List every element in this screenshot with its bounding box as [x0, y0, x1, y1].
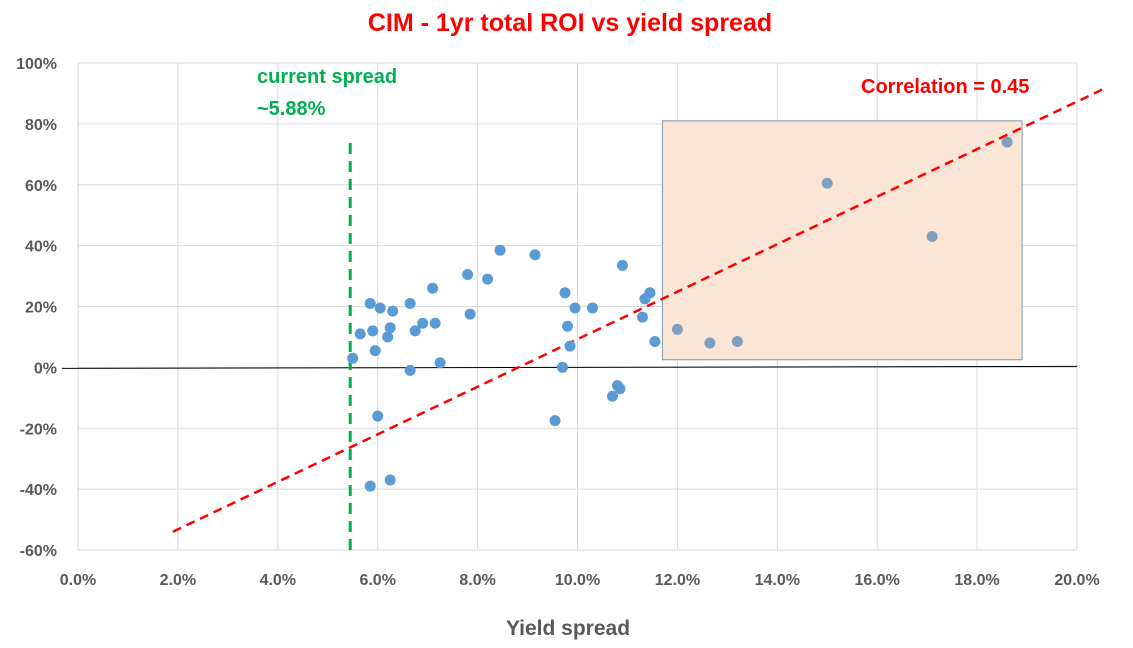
x-tick-label: 12.0% [655, 572, 700, 589]
highlighted-data-point [731, 336, 743, 348]
highlight-box-layer [661, 120, 1023, 361]
highlighted-data-point [821, 177, 833, 189]
data-point [347, 352, 359, 364]
y-tick-label: 20% [25, 300, 57, 317]
y-tick-label: 100% [16, 56, 57, 73]
data-point [364, 297, 376, 309]
zero-line-layer [61, 365, 1078, 369]
data-point [649, 336, 661, 348]
data-point [429, 317, 441, 329]
data-point [464, 308, 476, 320]
data-point [559, 287, 571, 299]
data-point [417, 317, 429, 329]
x-tick-label: 14.0% [755, 572, 800, 589]
data-point [372, 410, 384, 422]
data-point [569, 302, 581, 314]
x-tick-label: 2.0% [160, 572, 196, 589]
data-point [369, 345, 381, 357]
data-point [482, 273, 494, 285]
x-tick-label: 16.0% [855, 572, 900, 589]
data-point [384, 474, 396, 486]
data-point [404, 297, 416, 309]
data-point [434, 357, 446, 369]
x-axis-ticks: 0.0% 2.0% 4.0% 6.0% 8.0% 10.0% 12.0% 14.0% 16.0%… [60, 572, 1100, 589]
highlighted-data-point [671, 323, 683, 335]
current-spread-value: ~5.88% [257, 98, 326, 120]
x-tick-label: 6.0% [359, 572, 395, 589]
x-tick-label: 20.0% [1054, 572, 1099, 589]
highlighted-data-point [926, 230, 938, 242]
trendline [172, 86, 1108, 533]
chart-title: CIM - 1yr total ROI vs yield spread [368, 9, 772, 37]
data-point [614, 383, 626, 395]
data-point [427, 282, 439, 294]
y-tick-label: -40% [20, 482, 57, 499]
x-tick-label: 4.0% [260, 572, 296, 589]
y-tick-label: -60% [20, 543, 57, 560]
x-tick-label: 10.0% [555, 572, 600, 589]
data-point [387, 305, 399, 317]
y-tick-label: 40% [25, 239, 57, 256]
current-spread-label: current spread [257, 66, 397, 88]
data-point [644, 287, 656, 299]
highlight-box [661, 120, 1023, 361]
data-point [364, 480, 376, 492]
data-point [494, 244, 506, 256]
x-tick-label: 8.0% [459, 572, 495, 589]
x-tick-label: 18.0% [954, 572, 999, 589]
data-point [557, 361, 569, 373]
data-point [374, 302, 386, 314]
data-point [562, 320, 574, 332]
data-point [616, 259, 628, 271]
trendline-layer [172, 86, 1108, 533]
data-point [529, 249, 541, 261]
data-point [462, 269, 474, 281]
y-tick-label: 60% [25, 178, 57, 195]
data-point [354, 328, 366, 340]
data-point [384, 322, 396, 334]
y-axis-ticks: 100% 80% 60% 40% 20% 0% -20% -40% -60% [16, 56, 57, 560]
data-point [636, 311, 648, 323]
x-tick-label: 0.0% [60, 572, 96, 589]
y-tick-label: 0% [34, 360, 57, 377]
correlation-label: Correlation = 0.45 [861, 76, 1029, 98]
data-point [549, 415, 561, 427]
data-points [347, 136, 1013, 492]
data-point [606, 390, 618, 402]
highlighted-data-point [1001, 136, 1013, 148]
data-point [564, 340, 576, 352]
data-point [382, 331, 394, 343]
y-tick-label: -20% [20, 421, 57, 438]
data-point [404, 364, 416, 376]
data-point [367, 325, 379, 337]
zero-line [61, 365, 1078, 369]
highlighted-data-point [704, 337, 716, 349]
data-point [409, 325, 421, 337]
y-tick-label: 80% [25, 117, 57, 134]
data-point [586, 302, 598, 314]
x-axis-title: Yield spread [506, 617, 630, 640]
